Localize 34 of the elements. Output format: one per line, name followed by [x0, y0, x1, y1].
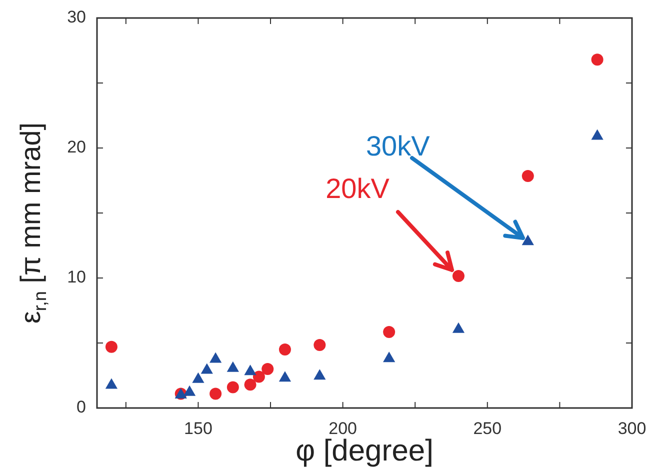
point	[522, 170, 534, 182]
point	[210, 388, 222, 400]
annotation: 20kV	[326, 172, 390, 204]
point	[314, 338, 326, 351]
y-tick-label: 0	[76, 398, 86, 417]
y-tick-label: 10	[67, 268, 86, 287]
y-tick-label: 30	[67, 8, 86, 27]
point	[226, 361, 239, 372]
point	[210, 352, 222, 363]
point	[452, 270, 464, 282]
annotation: 30kV	[366, 130, 430, 162]
point	[278, 371, 292, 382]
point	[262, 363, 274, 375]
point	[278, 344, 291, 356]
x-tick-label: 300	[618, 418, 646, 438]
point	[105, 378, 118, 389]
point	[244, 364, 256, 376]
y-tick-label: 20	[67, 138, 86, 157]
x-tick-label: 250	[473, 418, 502, 438]
point	[192, 372, 204, 383]
x-tick-label: 150	[184, 418, 212, 438]
point	[183, 385, 196, 396]
point	[383, 326, 396, 338]
point	[522, 234, 534, 246]
point	[591, 54, 604, 66]
point	[105, 340, 118, 353]
point	[314, 369, 326, 380]
point	[244, 378, 256, 391]
point	[226, 381, 239, 394]
point	[200, 363, 213, 374]
point	[452, 322, 465, 333]
point	[383, 352, 396, 362]
y-axis-title: εr,n [π mm mrad]	[15, 122, 50, 324]
point	[252, 370, 265, 383]
